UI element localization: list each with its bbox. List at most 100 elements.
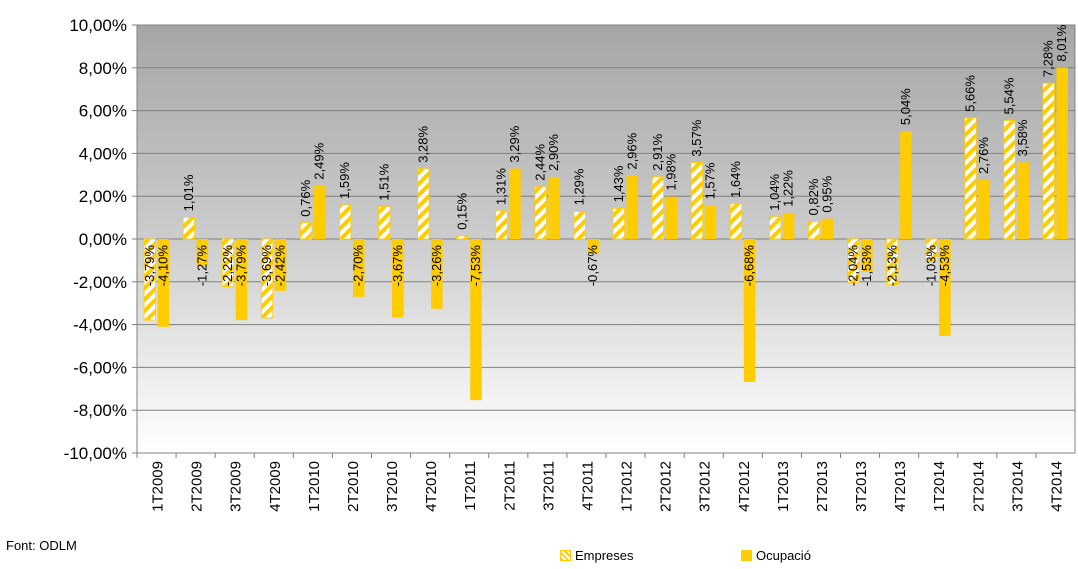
data-label: 1,04%	[767, 173, 782, 210]
data-label: 2,44%	[533, 143, 548, 180]
source-note: Font: ODLM	[6, 538, 77, 553]
bar-empreses	[886, 238, 899, 285]
data-label: -2,04%	[845, 245, 860, 287]
data-label: 2,49%	[312, 142, 327, 179]
bar-ocupacio	[587, 239, 599, 254]
data-label: -4,10%	[155, 245, 170, 287]
data-label: 5,66%	[963, 75, 978, 112]
y-tick-label: 10,00%	[69, 16, 127, 35]
bar-empreses	[1003, 120, 1016, 240]
bar-empreses	[339, 204, 352, 240]
bar-ocupacio	[352, 239, 365, 297]
data-label: 0,76%	[298, 179, 313, 216]
x-tick-label: 2T2010	[345, 461, 362, 512]
x-tick-label: 3T2011	[540, 461, 557, 511]
bar-empreses	[847, 238, 860, 284]
data-label: 3,57%	[689, 119, 704, 156]
y-axis-ticks: 10,00% 8,00% 6,00% 4,00% 2,00% 0,00% -2,00% -4,…	[64, 16, 127, 463]
data-label: 7,28%	[1041, 40, 1056, 77]
data-label: 3,28%	[415, 126, 430, 163]
y-tick-label: 2,00%	[79, 187, 127, 206]
x-tick-label: 2T2011	[501, 461, 518, 511]
data-label: 2,90%	[546, 134, 561, 171]
x-tick-label: 4T2014	[1048, 461, 1065, 512]
x-axis-ticks: 1T2009 2T2009 3T2009 4T2009 1T2010 2T2010 3T20…	[136, 453, 1065, 512]
legend-item-empreses: Empreses	[560, 548, 634, 563]
data-label: -0,67%	[585, 245, 600, 287]
bar-ocupacio	[509, 168, 521, 239]
bar-empreses	[221, 238, 235, 287]
bar-ocupacio	[939, 239, 951, 336]
bar-ocupacio	[470, 239, 482, 401]
bar-empreses	[1042, 82, 1055, 240]
data-label: 1,64%	[728, 161, 743, 198]
data-label: 0,15%	[454, 192, 469, 229]
bar-empreses	[534, 186, 547, 240]
bar-ocupacio	[626, 175, 639, 239]
x-tick-label: 3T2013	[853, 461, 870, 512]
bar-empreses	[495, 210, 508, 240]
bar-empreses	[925, 238, 938, 262]
bar-empreses	[964, 117, 977, 240]
bar-empreses	[299, 222, 313, 240]
x-tick-label: 1T2014	[931, 461, 948, 512]
data-label: -3,69%	[259, 245, 274, 287]
data-label: 2,76%	[976, 137, 991, 174]
bar-ocupacio	[821, 218, 834, 239]
x-tick-label: 3T2010	[384, 461, 401, 512]
data-label: -2,70%	[351, 245, 366, 287]
y-tick-label: 6,00%	[79, 102, 127, 121]
bar-empreses	[182, 216, 196, 240]
x-tick-label: 1T2011	[462, 461, 479, 511]
data-label: 2,96%	[624, 132, 639, 169]
bar-ocupacio	[704, 205, 717, 239]
bar-ocupacio	[665, 196, 678, 239]
bar-empreses	[768, 216, 782, 240]
data-label: -3,79%	[233, 245, 248, 287]
data-label: -3,67%	[390, 245, 405, 287]
x-tick-label: 4T2009	[267, 461, 284, 512]
bar-ocupacio	[313, 185, 326, 239]
data-label: 0,95%	[820, 175, 835, 212]
y-tick-label: 0,00%	[79, 230, 127, 249]
bar-ocupacio	[978, 179, 990, 239]
y-tick-label: -10,00%	[64, 444, 127, 463]
data-label: -3,79%	[142, 245, 157, 287]
x-tick-label: 4T2010	[423, 461, 440, 512]
y-tick-label: -6,00%	[73, 358, 127, 377]
bar-ocupacio	[196, 239, 209, 267]
y-tick-label: -4,00%	[73, 316, 127, 335]
x-tick-label: 3T2009	[228, 461, 245, 512]
data-label: -1,27%	[194, 245, 209, 287]
bar-empreses	[612, 207, 625, 240]
data-label: 1,59%	[337, 162, 352, 199]
data-label: 1,51%	[376, 163, 391, 200]
x-tick-label: 1T2009	[150, 461, 167, 512]
data-label: 5,54%	[1002, 77, 1017, 114]
x-tick-label: 2T2009	[189, 461, 206, 512]
x-tick-label: 4T2011	[579, 461, 596, 511]
bar-ocupacio	[235, 239, 248, 321]
bar-empreses	[729, 203, 743, 240]
data-label: 1,31%	[494, 168, 509, 205]
data-labels: -3,79% 1,01% -2,22% -3,69% 0,76% 1,59% 1,51% 3,…	[142, 24, 1069, 286]
bar-ocupacio	[431, 239, 443, 309]
bar-empreses	[573, 210, 586, 240]
legend-swatch-empreses	[560, 550, 571, 561]
data-label: 0,82%	[806, 178, 821, 215]
x-tick-label: 3T2014	[1009, 461, 1026, 512]
x-tick-label: 1T2013	[775, 461, 792, 512]
data-label: -3,26%	[429, 245, 444, 287]
x-tick-label: 4T2013	[892, 461, 909, 512]
data-label: -4,53%	[937, 245, 952, 287]
data-label: -2,22%	[220, 245, 235, 287]
bar-ocupacio	[782, 212, 795, 239]
data-label: -6,68%	[742, 245, 757, 287]
bar-ocupacio	[157, 239, 170, 327]
bar-empreses	[456, 235, 469, 240]
y-tick-label: -8,00%	[73, 401, 127, 420]
bar-empreses	[417, 168, 430, 240]
data-label: 1,43%	[611, 165, 626, 202]
bar-empreses	[260, 238, 274, 319]
data-label: 3,58%	[1015, 119, 1030, 156]
